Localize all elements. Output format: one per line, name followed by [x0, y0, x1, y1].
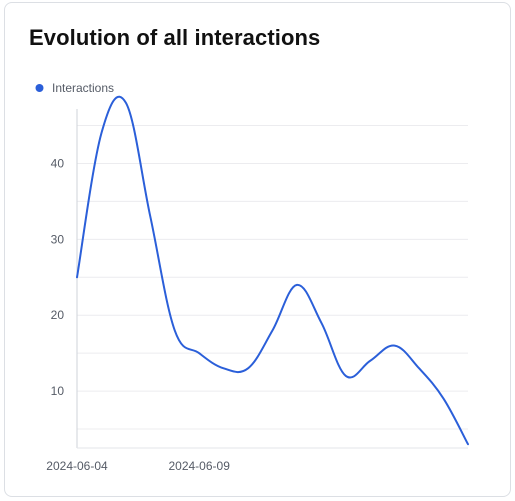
data-point — [319, 321, 323, 325]
data-point — [197, 351, 201, 355]
data-point — [173, 328, 177, 332]
y-tick-label: 30 — [51, 232, 65, 246]
data-point — [271, 328, 275, 332]
data-point — [393, 344, 397, 348]
data-point — [368, 359, 372, 363]
x-tick-label: 2024-06-04 — [46, 459, 108, 473]
legend-label: Interactions — [52, 81, 114, 95]
data-point — [246, 366, 250, 370]
data-point — [442, 397, 446, 401]
data-point — [75, 275, 79, 279]
chart-title: Evolution of all interactions — [29, 25, 321, 50]
data-point — [222, 366, 226, 370]
data-point — [295, 283, 299, 287]
data-point — [99, 131, 103, 135]
series-line-interactions — [76, 95, 469, 446]
y-tick-label: 20 — [51, 308, 65, 322]
y-tick-label: 40 — [51, 156, 65, 170]
data-point — [124, 101, 128, 105]
data-point — [148, 215, 152, 219]
data-point — [344, 374, 348, 378]
legend-marker — [35, 84, 44, 92]
x-tick-label: 2024-06-09 — [168, 459, 230, 473]
data-point — [466, 442, 470, 446]
data-point — [417, 366, 421, 370]
y-tick-label: 10 — [51, 384, 65, 398]
chart-card: Evolution of all interactions — [4, 2, 511, 497]
